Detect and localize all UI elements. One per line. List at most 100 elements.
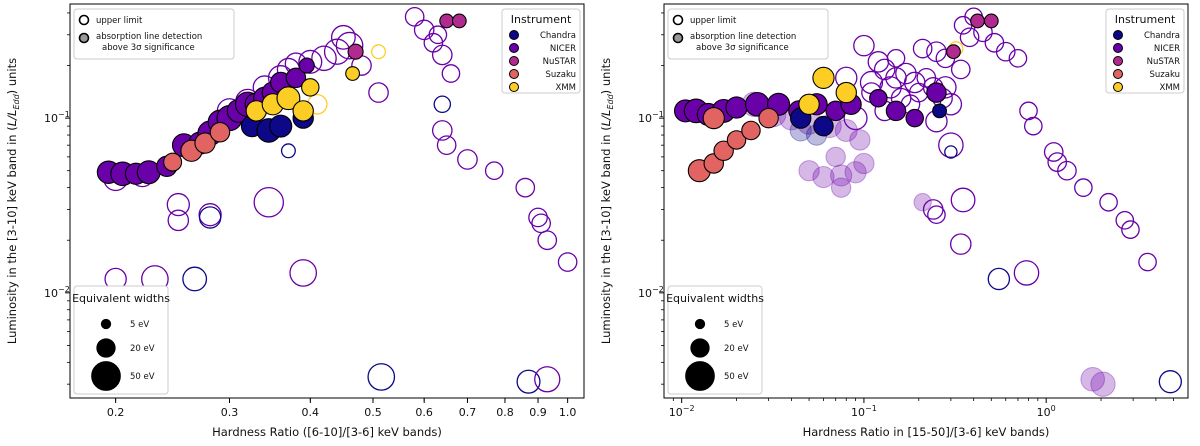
y-axis-label: Luminosity in the [3-10] keV band in (L/… [599, 58, 615, 344]
upper-limit-point-nicer [1074, 178, 1093, 197]
ew-legend-label: 5 eV [130, 320, 149, 330]
upper-limit-point-nicer [912, 38, 933, 59]
x-tick-label: 0.4 [302, 406, 320, 419]
upper-limit-point-nicer [950, 187, 976, 213]
ew-legend-marker [694, 318, 706, 330]
x-tick-exponent: −1 [865, 404, 877, 413]
instrument-legend-title: Instrument [1115, 13, 1176, 26]
upper-limit-legend-label: upper limit [96, 16, 143, 26]
detection-point-nustar [946, 44, 961, 60]
upper-limit-point-chandra [944, 145, 958, 159]
detection-point-suzaku [741, 120, 761, 141]
x-tick-label: 0.2 [107, 406, 125, 419]
y-tick-exponent: −1 [652, 110, 664, 119]
ew-legend-label: 20 eV [130, 344, 155, 354]
left-panel: 0.2 0.3 0.4 0.5 0.6 0.7 0.8 0.9 1.010−210−1Hardn… [5, 3, 585, 439]
x-tick-label: 100 [1037, 404, 1056, 419]
y-label-lratio: L/L [599, 110, 613, 127]
axes-frame [663, 3, 1189, 399]
upper-limit-point-nicer [1121, 220, 1140, 239]
detection-point-chandra [932, 103, 947, 119]
detection-point-suzaku [758, 107, 779, 129]
detection-point-nicer [905, 108, 924, 128]
detection-point-nicer [725, 96, 748, 119]
instrument-legend-marker-nustar [1113, 56, 1123, 66]
upper-limit-point-nicer [938, 132, 964, 158]
detection-legend-label: absorption line detection [690, 32, 796, 42]
upper-limit-legend-label: upper limit [690, 16, 737, 26]
ew-legend-marker [91, 361, 121, 391]
upper-limit-point-nicer [1057, 160, 1077, 181]
instrument-legend-marker-nicer [509, 43, 519, 53]
upper-limit-point-nicer [289, 259, 318, 287]
faded-point-nicer [1090, 371, 1116, 397]
upper-limit-point-chandra [198, 206, 222, 229]
upper-limit-point-nicer [873, 58, 896, 81]
x-tick-label: 0.5 [364, 406, 382, 419]
ew-legend: Equivalent widths 5 eV 20 eV 50 eV [72, 285, 170, 395]
detection-point-nustar [970, 13, 985, 29]
detection-point-nicer [926, 82, 947, 103]
upper-limit-point-nicer [531, 213, 551, 234]
upper-limit-point-nicer [167, 209, 190, 232]
y-label-post: ) units [5, 58, 19, 94]
faded-point-nicer [844, 161, 867, 184]
x-tick-mantissa: 10 [669, 406, 683, 419]
detection-point-nicer [869, 88, 888, 108]
faded-point-nicer [834, 118, 858, 142]
instrument-legend-box [1105, 8, 1185, 94]
detection-point-xmm [292, 100, 314, 122]
marker-legend: upper limit absorption line detectionabov… [73, 8, 235, 60]
detection-point-nicer [285, 67, 307, 89]
y-tick-exponent: −2 [652, 285, 664, 294]
detection-point-chandra [269, 114, 293, 138]
detection-point-xmm [812, 66, 835, 89]
instrument-legend-label-nustar: NuSTAR [1147, 57, 1180, 67]
ew-legend-marker [685, 361, 715, 391]
upper-limit-point-nicer [886, 48, 906, 68]
x-tick-exponent: −2 [683, 404, 695, 413]
ew-legend-title: Equivalent widths [72, 292, 170, 305]
y-label-pre: Luminosity in the [3-10] keV band in ( [599, 126, 613, 344]
faded-point-nicer [830, 177, 852, 198]
y-tick-label: 10−1 [44, 110, 70, 125]
detection-point-suzaku [194, 132, 216, 154]
detection-point-xmm [276, 86, 301, 111]
upper-limit-legend-marker [672, 14, 684, 26]
upper-limit-point-nicer [995, 41, 1016, 62]
instrument-legend-label-nicer: NICER [550, 44, 576, 54]
x-tick-mantissa: 10 [851, 406, 865, 419]
upper-limit-point-nicer [1115, 210, 1135, 230]
x-tick-label: 1.0 [559, 406, 577, 419]
upper-limit-point-nicer [1013, 260, 1040, 286]
faded-point-nicer [853, 152, 875, 175]
faded-point-nicer [849, 129, 871, 151]
detection-point-suzaku [209, 122, 231, 143]
y-axis-label: Luminosity in the [3-10] keV band in (L/… [5, 58, 21, 344]
upper-limit-point-chandra [280, 143, 296, 159]
ew-legend-marker [96, 338, 116, 358]
instrument-legend-label-xmm: XMM [556, 83, 577, 93]
upper-limit-point-nicer [198, 203, 222, 227]
instrument-legend-title: Instrument [511, 13, 572, 26]
y-label-edd: Edd [12, 93, 21, 109]
y-tick-mantissa: 10 [44, 287, 58, 300]
marker-legend: upper limit absorption line detectionabov… [667, 8, 829, 60]
upper-limit-point-nicer [311, 45, 337, 72]
upper-limit-point-chandra [367, 363, 396, 391]
upper-limit-point-nicer [927, 205, 946, 225]
upper-limit-point-nicer [895, 62, 917, 85]
x-tick-exponent: 0 [1051, 404, 1056, 413]
upper-limit-point-nicer [528, 207, 548, 228]
instrument-legend-marker-xmm [509, 82, 519, 92]
upper-limit-point-nicer [1138, 252, 1157, 272]
upper-limit-point-nicer [335, 31, 364, 60]
x-axis-label: Hardness Ratio ([6-10]/[3-6] keV bands) [212, 425, 442, 439]
upper-limit-point-chandra [433, 95, 452, 114]
upper-limit-point-nicer [428, 25, 448, 45]
upper-limit-point-nicer [368, 82, 389, 103]
upper-limit-point-nicer [441, 64, 461, 83]
upper-limit-point-nicer [1023, 116, 1043, 136]
instrument-legend-box [501, 8, 581, 94]
